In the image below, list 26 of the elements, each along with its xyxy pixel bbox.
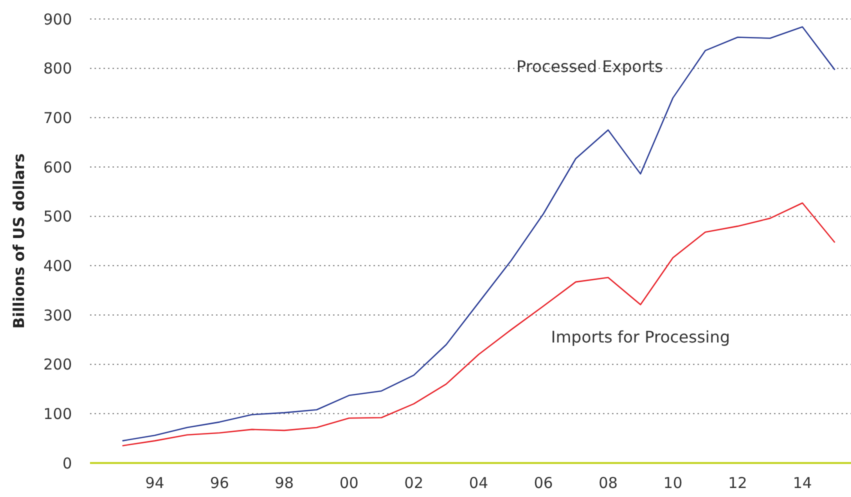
y-tick-label: 300 bbox=[43, 306, 72, 324]
y-tick-label: 200 bbox=[43, 356, 72, 374]
x-tick-label: 98 bbox=[274, 474, 294, 492]
x-tick-label: 14 bbox=[792, 474, 812, 492]
series-label: Processed Exports bbox=[516, 56, 663, 76]
y-tick-label: 800 bbox=[43, 60, 72, 78]
y-axis-title: Billions of US dollars bbox=[10, 153, 28, 329]
x-tick-label: 06 bbox=[534, 474, 553, 492]
x-tick-label: 04 bbox=[469, 474, 488, 492]
y-tick-label: 700 bbox=[43, 108, 72, 127]
y-tick-label: 0 bbox=[62, 454, 72, 472]
x-tick-label: 94 bbox=[145, 474, 164, 492]
y-tick-label: 600 bbox=[43, 158, 72, 176]
y-tick-label: 900 bbox=[43, 10, 72, 28]
y-tick-label: 400 bbox=[43, 256, 72, 275]
x-tick-label: 00 bbox=[340, 474, 359, 492]
x-tick-label: 10 bbox=[663, 474, 682, 492]
x-tick-label: 96 bbox=[210, 474, 230, 492]
x-tick-label: 02 bbox=[404, 474, 424, 492]
y-tick-label: 500 bbox=[43, 208, 72, 226]
x-tick-label: 12 bbox=[728, 474, 748, 492]
line-series bbox=[122, 26, 836, 442]
line-series bbox=[122, 202, 836, 446]
y-tick-label: 100 bbox=[43, 404, 72, 423]
series-label: Imports for Processing bbox=[550, 328, 730, 347]
x-tick-label: 08 bbox=[598, 474, 618, 492]
